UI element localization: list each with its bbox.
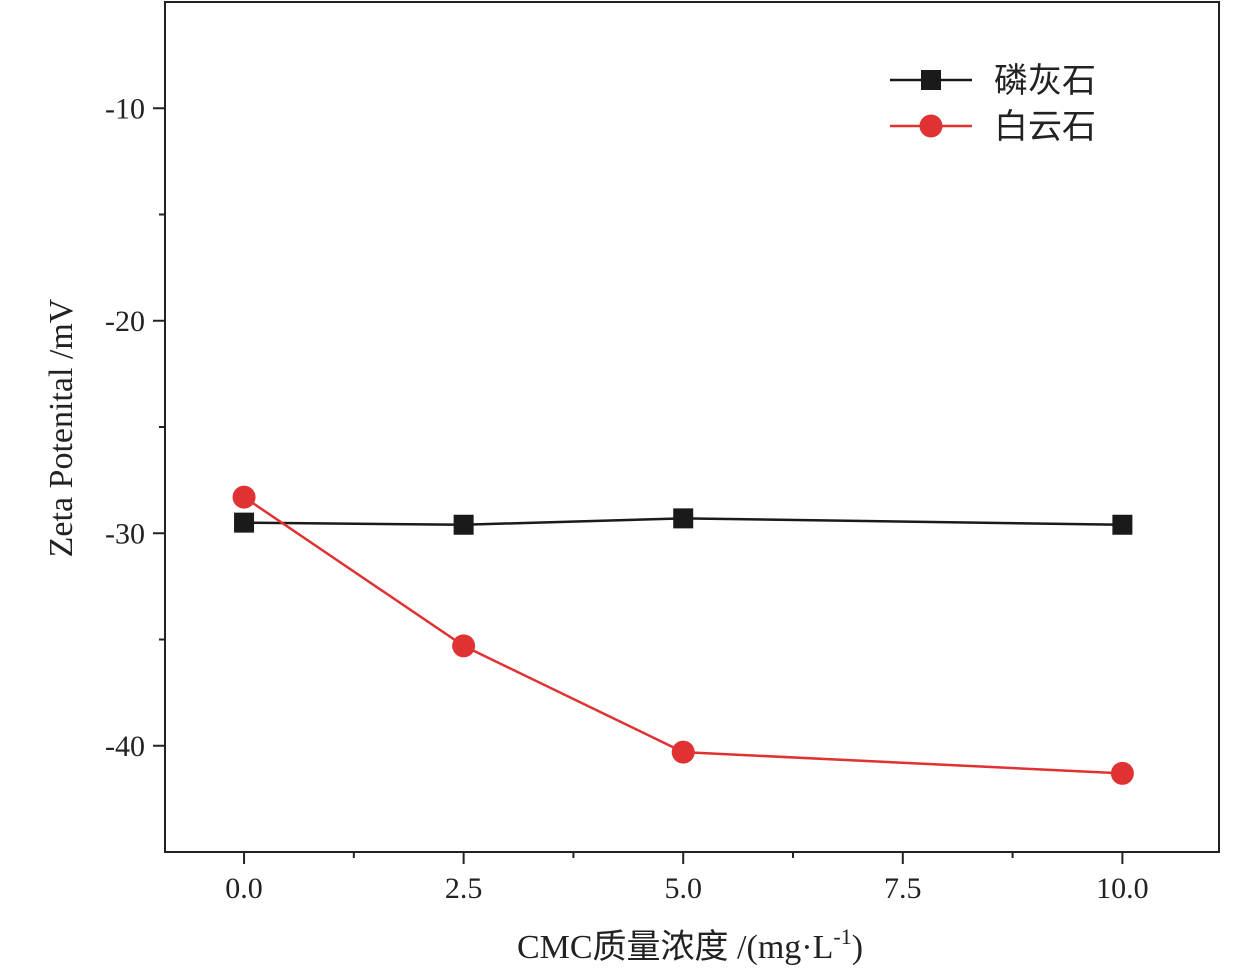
x-tick-label: 10.0 [1096,872,1149,905]
y-tick-label: -40 [105,730,145,763]
legend-item-1: 磷灰石 [890,61,1096,101]
y-axis: -10 -20 -30 -40 [105,92,165,763]
legend-label: 磷灰石 [994,61,1096,101]
x-tick-label: 7.5 [884,872,922,905]
x-axis: 0.0 2.5 5.0 7.5 10.0 [225,852,1149,905]
series-2 [232,485,1134,785]
y-tick-label: -30 [105,517,145,550]
x-axis-title: CMC质量浓度 /(mg·L-1) [517,924,863,966]
data-point-square [234,512,255,533]
x-axis-title-superscript: -1 [833,924,851,949]
data-point-square [1112,514,1133,535]
legend-marker-circle [919,114,943,138]
x-tick-label: 2.5 [445,872,483,905]
x-tick-label: 5.0 [664,872,702,905]
series-1 [234,508,1133,535]
data-point-circle [232,485,256,509]
legend-marker-square [921,70,941,90]
y-tick-label: -10 [105,92,145,125]
y-axis-title: Zeta Potenital /mV [43,298,80,557]
series-line [244,517,1123,527]
legend-label: 白云石 [994,107,1096,147]
data-point-circle [671,740,695,764]
y-tick-label: -20 [105,305,145,338]
series-layer [232,485,1134,785]
data-point-circle [452,634,476,658]
data-point-square [673,508,694,529]
series-line [243,496,1123,775]
data-point-square [453,514,474,535]
x-axis-title-close: ) [852,929,863,966]
x-tick-label: 0.0 [225,872,263,905]
data-point-circle [1110,761,1134,785]
legend-item-2: 白云石 [890,107,1096,147]
